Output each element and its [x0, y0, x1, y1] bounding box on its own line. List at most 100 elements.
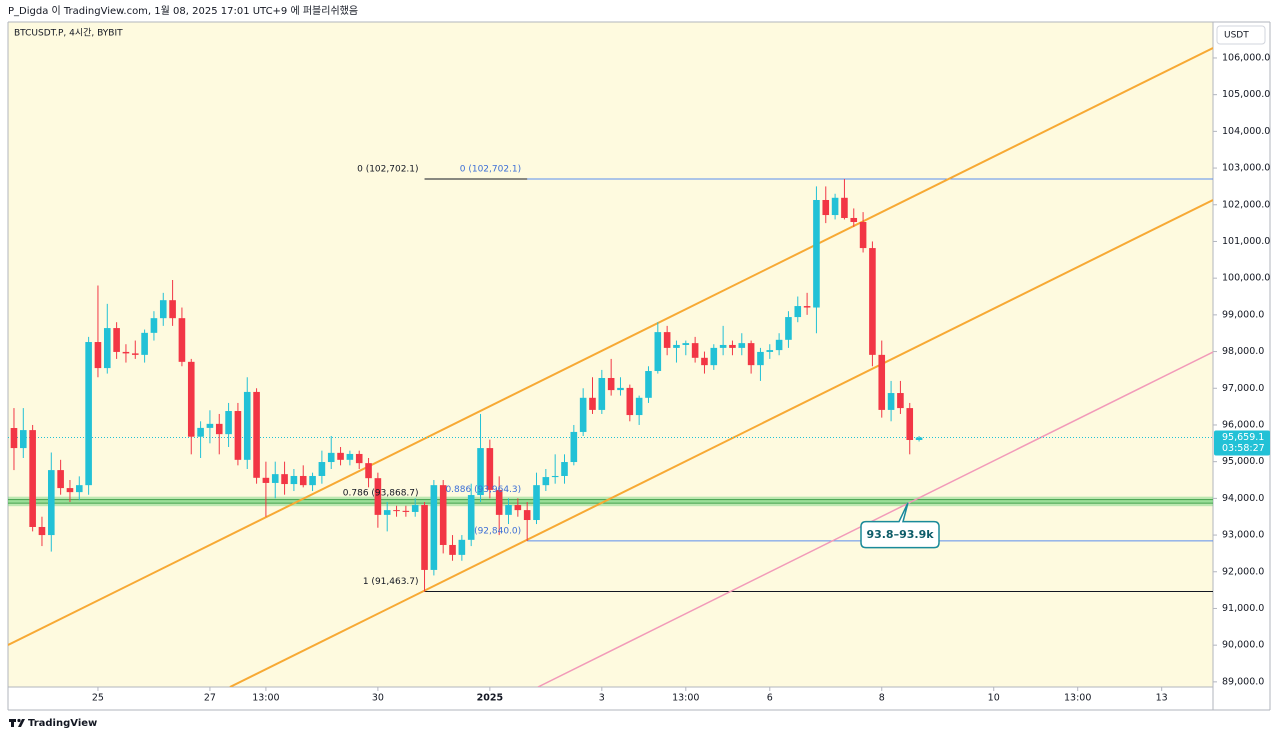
candle-body [150, 318, 158, 333]
candle-body [682, 343, 690, 345]
candle-body [495, 489, 503, 515]
candle-body [449, 544, 456, 555]
fib-label: (92,840.0) [474, 526, 521, 536]
candle-body [635, 397, 643, 416]
x-tick-label: 25 [92, 693, 104, 704]
candle-body [766, 350, 774, 352]
y-tick-label: 102,000.0 [1222, 199, 1270, 210]
candle-body [318, 462, 326, 476]
candle-body [477, 448, 484, 496]
candle-body [29, 430, 36, 527]
candle-body [103, 328, 111, 369]
candle-body [439, 485, 447, 545]
fib-label: 0.886 (93,964.3) [445, 485, 521, 495]
candle-body [645, 371, 652, 398]
x-tick-label: 8 [879, 693, 885, 704]
candle-body [757, 351, 764, 366]
candle-body [402, 510, 410, 512]
candle-body [533, 485, 540, 521]
candle-body [831, 197, 839, 216]
candle-body [85, 342, 92, 486]
last-price-label: 95,659.1 [1222, 432, 1264, 443]
candle-body [271, 474, 279, 483]
candle-body [887, 393, 895, 410]
y-tick-label: 104,000.0 [1222, 126, 1270, 137]
trendline [229, 199, 1213, 687]
candle-body [47, 470, 55, 536]
candle-body [570, 431, 578, 463]
y-tick-label: 98,000.0 [1222, 346, 1264, 357]
candle-body [486, 448, 494, 490]
y-tick-label: 100,000.0 [1222, 273, 1270, 284]
candle-body [290, 475, 298, 485]
y-tick-label: 91,000.0 [1222, 603, 1264, 614]
candle-body [327, 452, 335, 463]
currency-box [1216, 25, 1266, 45]
candle-body [355, 453, 363, 464]
candle-body [421, 504, 428, 570]
candle-body [131, 353, 139, 355]
candle-body [915, 437, 923, 441]
symbol: BTCUSDT.P, 4시간, BYBIT [14, 28, 123, 39]
candle-body [467, 495, 475, 540]
plot-background [8, 22, 1213, 687]
candle-body [411, 504, 419, 512]
candle-body [551, 475, 559, 478]
candle-body [141, 332, 148, 355]
candle-body [206, 423, 214, 428]
candle-body [850, 217, 858, 223]
candle-body [262, 477, 270, 483]
last-price-tag [1214, 430, 1270, 456]
candle-body [542, 477, 550, 486]
y-tick-label: 105,000.0 [1222, 89, 1270, 100]
candle-body [383, 510, 391, 515]
candle-body [561, 462, 568, 476]
candle-body [514, 504, 522, 511]
candle-body [337, 452, 344, 460]
candle-body [169, 300, 176, 319]
candle-body [598, 377, 606, 410]
candle-body [178, 318, 186, 362]
candle-body [841, 197, 848, 218]
fib-label: 0 (102,702.1) [460, 164, 521, 174]
fib-label: 0 (102,702.1) [357, 164, 418, 174]
y-tick-label: 106,000.0 [1222, 52, 1270, 63]
x-tick-label: 13:00 [672, 693, 699, 704]
candle-body [729, 344, 736, 348]
candle-body [10, 428, 18, 449]
candle-body [38, 526, 46, 536]
candle-body [906, 408, 914, 441]
brand-logo [9, 718, 25, 727]
candle-body [66, 488, 74, 493]
y-tick-label: 94,000.0 [1222, 493, 1264, 504]
candle-body [654, 332, 662, 372]
y-tick-label: 92,000.0 [1222, 566, 1264, 577]
fib-label: 1 (91,463.7) [363, 577, 419, 587]
candle-body [794, 306, 802, 318]
brand: TradingView [28, 718, 97, 729]
y-tick-label: 96,000.0 [1222, 419, 1264, 430]
candle-body [869, 248, 876, 355]
candle-body [691, 343, 699, 358]
candle-body [897, 393, 904, 409]
x-tick-label: 10 [988, 693, 1000, 704]
candle-body [719, 344, 727, 348]
y-tick-label: 97,000.0 [1222, 383, 1264, 394]
publisher: P_Digda 이 TradingView.com, 1월 08, 2025 1… [8, 4, 358, 17]
trendline [537, 351, 1213, 687]
candle-body [393, 510, 400, 512]
fib-label: 0.786 (93,868.7) [343, 489, 419, 499]
candle-body [710, 347, 718, 366]
candle-body [365, 463, 372, 479]
candle-body [253, 391, 260, 478]
candle-body [94, 342, 102, 369]
y-tick-label: 95,000.0 [1222, 456, 1264, 467]
x-tick-label: 6 [767, 693, 773, 704]
candle-body [430, 485, 438, 570]
candle-body [813, 199, 820, 308]
callout-text: 93.8–93.9k [866, 528, 934, 541]
candle-body [878, 354, 886, 410]
y-tick-label: 93,000.0 [1222, 530, 1264, 541]
candle-body [505, 504, 512, 515]
